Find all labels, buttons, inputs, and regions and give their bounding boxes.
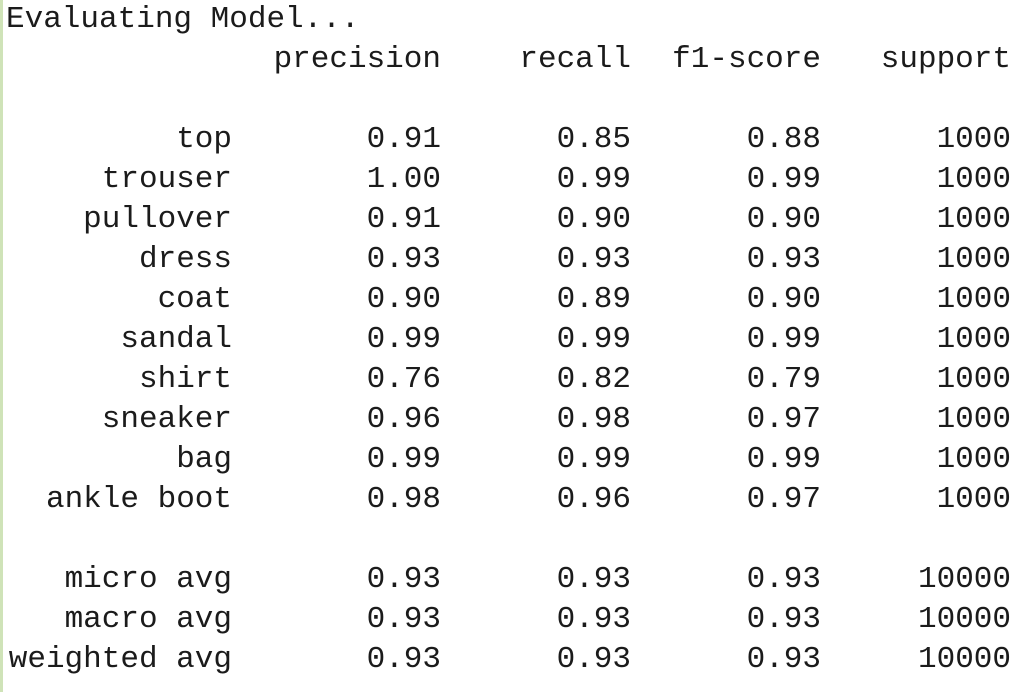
metric-value: 1000 bbox=[936, 242, 1011, 277]
metric-value: 0.93 bbox=[366, 642, 441, 677]
metric-value: 0.90 bbox=[746, 202, 821, 237]
metric-value: 0.99 bbox=[746, 162, 821, 197]
metric-value: 0.82 bbox=[556, 362, 631, 397]
metric-value: 1000 bbox=[936, 202, 1011, 237]
metric-value: 0.79 bbox=[746, 362, 821, 397]
row-label: top bbox=[176, 122, 232, 157]
metric-value: 0.93 bbox=[366, 242, 441, 277]
metric-value: 0.93 bbox=[366, 562, 441, 597]
editor-border bbox=[0, 0, 3, 692]
metric-value: 0.93 bbox=[556, 602, 631, 637]
row-label: weighted avg bbox=[8, 642, 232, 677]
metric-value: 10000 bbox=[917, 602, 1011, 637]
metric-value: 0.93 bbox=[556, 562, 631, 597]
metric-value: 1000 bbox=[936, 442, 1011, 477]
metric-value: 0.99 bbox=[366, 442, 441, 477]
row-label: shirt bbox=[138, 362, 232, 397]
metric-value: 0.97 bbox=[746, 402, 821, 437]
metric-value: 0.99 bbox=[556, 162, 631, 197]
row-label: sneaker bbox=[101, 402, 232, 437]
metric-value: 0.99 bbox=[366, 322, 441, 357]
row-label: trouser bbox=[101, 162, 232, 197]
metric-value: 0.91 bbox=[366, 122, 441, 157]
metric-value: 0.90 bbox=[366, 282, 441, 317]
row-label: bag bbox=[176, 442, 232, 477]
metric-value: 1000 bbox=[936, 482, 1011, 517]
metric-value: 0.99 bbox=[746, 322, 821, 357]
metric-value: 0.99 bbox=[556, 442, 631, 477]
metric-value: 0.93 bbox=[556, 642, 631, 677]
metric-value: 1000 bbox=[936, 162, 1011, 197]
metric-value: 0.91 bbox=[366, 202, 441, 237]
metric-value: 0.96 bbox=[366, 402, 441, 437]
metric-value: 0.93 bbox=[746, 602, 821, 637]
metric-value: 0.98 bbox=[556, 402, 631, 437]
row-label: micro avg bbox=[64, 562, 232, 597]
metric-value: 0.98 bbox=[366, 482, 441, 517]
metric-value: 0.89 bbox=[556, 282, 631, 317]
metric-value: 1000 bbox=[936, 122, 1011, 157]
row-label: pullover bbox=[83, 202, 232, 237]
metric-value: 0.85 bbox=[556, 122, 631, 157]
metric-value: 0.93 bbox=[556, 242, 631, 277]
metric-value: 0.88 bbox=[746, 122, 821, 157]
row-label: coat bbox=[157, 282, 232, 317]
row-label: dress bbox=[138, 242, 232, 277]
metric-value: 0.99 bbox=[746, 442, 821, 477]
metric-value: 1000 bbox=[936, 282, 1011, 317]
metric-value: 0.93 bbox=[366, 602, 441, 637]
metric-value: 0.97 bbox=[746, 482, 821, 517]
metric-value: 0.76 bbox=[366, 362, 441, 397]
metric-value: 0.90 bbox=[746, 282, 821, 317]
metric-value: 1000 bbox=[936, 362, 1011, 397]
metric-value: 0.93 bbox=[746, 562, 821, 597]
metric-value: 0.96 bbox=[556, 482, 631, 517]
metric-value: 1.00 bbox=[366, 162, 441, 197]
column-header: f1-score bbox=[672, 42, 821, 77]
metric-value: 0.99 bbox=[556, 322, 631, 357]
metric-value: 10000 bbox=[917, 562, 1011, 597]
row-label: sandal bbox=[120, 322, 232, 357]
metric-value: 0.90 bbox=[556, 202, 631, 237]
row-label: ankle boot bbox=[45, 482, 232, 517]
metric-value: 0.93 bbox=[746, 242, 821, 277]
column-header: support bbox=[880, 42, 1011, 77]
output-header: Evaluating Model... bbox=[6, 2, 360, 37]
metric-value: 1000 bbox=[936, 402, 1011, 437]
column-header: precision bbox=[273, 42, 441, 77]
column-header: recall bbox=[519, 42, 631, 77]
metric-value: 10000 bbox=[917, 642, 1011, 677]
metric-value: 0.93 bbox=[746, 642, 821, 677]
metric-value: 1000 bbox=[936, 322, 1011, 357]
row-label: macro avg bbox=[64, 602, 232, 637]
